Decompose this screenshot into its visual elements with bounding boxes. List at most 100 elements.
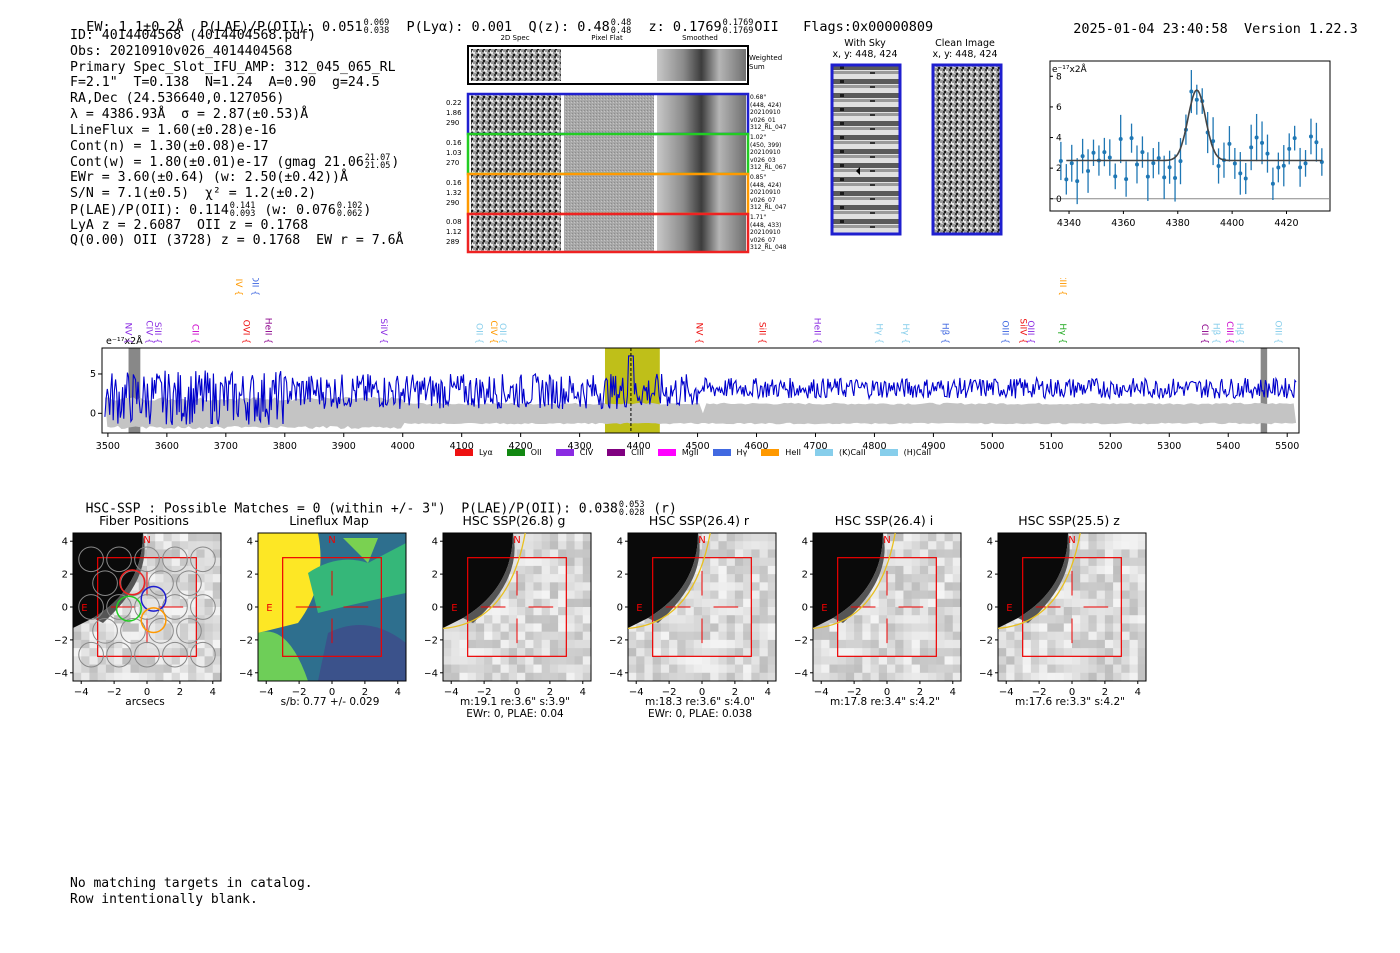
zoom-point xyxy=(1145,174,1150,179)
zoom-point xyxy=(1058,158,1063,163)
fiber-blue xyxy=(140,585,167,612)
cutout-y-tick: 0 xyxy=(987,603,993,614)
cutout-y-tick: −4 xyxy=(240,668,253,679)
zoom-point xyxy=(1270,181,1275,186)
spec2d-row-2 xyxy=(466,172,750,216)
cutout-y-tick: 0 xyxy=(247,603,253,614)
timestamp: 2025-01-04 23:40:58 xyxy=(1073,21,1228,37)
spec-x-tick: 4900 xyxy=(921,441,945,452)
zoom-x-tick: 4340 xyxy=(1057,218,1081,229)
info-lya: LyA z = 2.6087 OII z = 0.1768 xyxy=(70,217,309,233)
cutout-y-tick: 4 xyxy=(62,537,68,548)
fiber-circle xyxy=(120,618,146,644)
cutout-y-tick: 4 xyxy=(247,537,253,548)
with-sky-title: With Sky x, y: 448, 424 xyxy=(832,38,898,60)
zoom-point xyxy=(1124,177,1129,182)
cutout-y-tick: −2 xyxy=(795,635,808,646)
spec-x-tick: 3600 xyxy=(155,441,179,452)
zoom-x-tick: 4400 xyxy=(1220,218,1244,229)
cutout-y-tick: 4 xyxy=(432,537,438,548)
cutout-y-tick: −2 xyxy=(980,635,993,646)
emission-line-label: OIII { xyxy=(1025,320,1035,344)
zoom-point xyxy=(1238,171,1243,176)
cutout-x-tick: 4 xyxy=(950,687,956,698)
fiber-circle xyxy=(106,641,132,668)
zoom-point xyxy=(1069,161,1074,166)
full-spectrum-plot: 3500 3600 3700 3800 3900 4000 4100 4200 4300 4400… xyxy=(90,278,1300,452)
emission-line-label: CIII { xyxy=(1224,321,1234,344)
error-band xyxy=(104,396,1297,429)
zoom-point xyxy=(1167,165,1172,170)
zoom-plot: 4340 4360 4380 4400 4420 0 2 4 6 8e⁻¹⁷x2Å xyxy=(1049,60,1331,229)
clean-image-title: Clean Image x, y: 448, 424 xyxy=(932,38,998,60)
fiber-circle xyxy=(92,570,118,596)
cutout-x-tick: 4 xyxy=(210,687,216,698)
north-label: N xyxy=(143,535,150,546)
galaxy-ellipse xyxy=(442,532,526,630)
east-label: E xyxy=(1006,603,1012,614)
cutout-caption: m:17.8 re:3.4" s:4.2" xyxy=(830,696,940,708)
spectrum-line xyxy=(104,355,1297,425)
cutout-y-tick: 2 xyxy=(247,570,253,581)
plae-lo: 0.038 xyxy=(363,26,390,36)
cutout-x-tick: −2 xyxy=(477,687,492,698)
fiber-circle xyxy=(120,570,146,596)
cutout-title: HSC SSP(25.5) z xyxy=(1018,513,1120,528)
emission-line-label: SiIV { xyxy=(1018,318,1028,344)
spec2d-panel: 2D Spec Pixel Flat Smoothed xyxy=(440,32,800,260)
hsc-summary: HSC-SSP : Possible Matches = 0 (within +… xyxy=(85,500,677,518)
row0-vals: 0.22 1.86 290 xyxy=(446,99,462,127)
east-label: E xyxy=(636,603,642,614)
zoom-point xyxy=(1156,156,1161,161)
zoom-y-tick: 4 xyxy=(1056,134,1062,144)
fiber-circle xyxy=(134,546,160,573)
north-label: N xyxy=(698,535,705,546)
zoom-point xyxy=(1265,151,1270,156)
emission-line-label: CIV { xyxy=(143,320,153,344)
cutout-y-tick: 4 xyxy=(987,537,993,548)
cutout-y-tick: 4 xyxy=(617,537,623,548)
emission-line-label: Hγ { xyxy=(1057,323,1067,344)
version: Version 1.22.3 xyxy=(1243,21,1358,37)
north-label: N xyxy=(883,535,890,546)
zoom-point xyxy=(1281,163,1286,168)
zoom-point xyxy=(1134,162,1139,167)
cutout-title: HSC SSP(26.8) g xyxy=(462,513,566,528)
cutout-y-tick: 4 xyxy=(802,537,808,548)
footer-line-2: Row intentionally blank. xyxy=(70,891,258,907)
info-id: ID: 4014404568 (4014404568.pdf) xyxy=(70,28,317,43)
header-bar: EW: 1.1±0.2Å P(LAE)/P(OII): 0.051 0.069 0.… xyxy=(70,3,934,36)
cutout-x-tick: 0 xyxy=(329,687,335,698)
fiber-circle xyxy=(176,570,202,596)
cutout-y-tick: 0 xyxy=(617,603,623,614)
cutout-y-tick: −4 xyxy=(610,668,623,679)
spec-x-tick: 3900 xyxy=(332,441,356,452)
line-legend: Lyα OII CIV CIII MgII Hγ HeII (K)CaII (H… xyxy=(455,448,945,457)
spec-x-tick: 4400 xyxy=(626,441,650,452)
cutout-x-tick: 2 xyxy=(547,687,553,698)
row0-notes: 0.68" (448, 424) 20210910 v026_01 312_RL_047 xyxy=(750,94,787,132)
with-sky-image xyxy=(830,63,902,236)
east-label: E xyxy=(451,603,457,614)
zoom-point xyxy=(1292,136,1297,141)
legend-item: Lyα xyxy=(455,448,493,457)
cutout-x-tick: −2 xyxy=(662,687,677,698)
info-radec: RA,Dec (24.536640,0.127056) xyxy=(70,91,285,107)
info-block: ID: 4014404568 (4014404568.pdf) Obs: 202… xyxy=(70,28,403,249)
fiber-green xyxy=(115,595,142,622)
zoom-point xyxy=(1194,97,1199,102)
cutout-caption: m:19.1 re:3.6" s:3.9" EWr: 0, PLAE: 0.04 xyxy=(460,696,570,720)
row2-vals: 0.16 1.32 290 xyxy=(446,179,462,207)
fiber-circle xyxy=(78,546,104,573)
fiber-circle xyxy=(148,570,174,596)
flags: Flags:0x00000809 xyxy=(803,19,934,35)
plya-summary: P(Lyα): 0.001 xyxy=(406,19,513,35)
emission-line-label: NV { xyxy=(123,323,133,344)
spec-x-tick: 4600 xyxy=(744,441,768,452)
legend-item: MgII xyxy=(657,448,699,457)
aperture-box xyxy=(837,557,937,657)
cutout-y-tick: −2 xyxy=(55,635,68,646)
cutout-image: N E −4 −2 0 2 4 4 2 0 −2 −4 xyxy=(980,532,1147,698)
fiber-circle xyxy=(78,641,104,668)
aperture-box xyxy=(282,557,382,657)
